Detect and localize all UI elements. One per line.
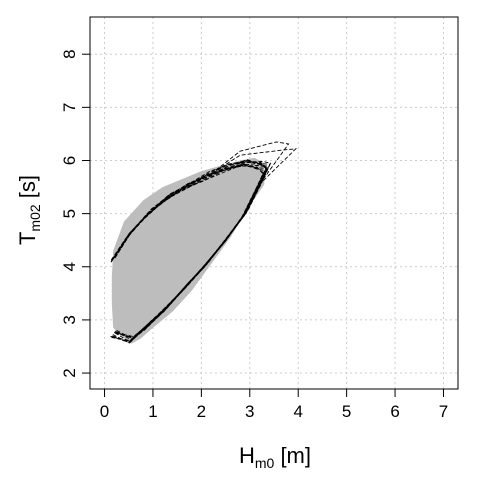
y-tick-label: 5 xyxy=(60,209,79,218)
curve-line-outlier xyxy=(210,141,290,185)
x-tick-label: 5 xyxy=(342,402,351,421)
x-tick-label: 1 xyxy=(148,402,157,421)
y-tick-label: 6 xyxy=(60,156,79,165)
x-tick-label: 2 xyxy=(197,402,206,421)
x-axis: 0 1 2 3 4 5 6 7 xyxy=(100,388,448,421)
curve-line-outlier xyxy=(210,148,298,185)
curve-group xyxy=(110,141,298,344)
x-tick-label: 0 xyxy=(100,402,109,421)
x-tick-label: 3 xyxy=(245,402,254,421)
y-tick-label: 4 xyxy=(60,262,79,271)
x-tick-label: 6 xyxy=(390,402,399,421)
curve-line xyxy=(115,160,272,340)
y-tick-label: 3 xyxy=(60,315,79,324)
x-tick-label: 4 xyxy=(293,402,302,421)
y-tick-label: 2 xyxy=(60,368,79,377)
y-tick-label: 8 xyxy=(60,49,79,58)
y-axis-label: Tm02 [s] xyxy=(15,175,43,245)
y-axis: 2 3 4 5 6 7 8 xyxy=(60,49,91,378)
envelope-band-shape xyxy=(111,157,265,344)
curve-line xyxy=(114,160,270,338)
y-tick-label: 7 xyxy=(60,103,79,112)
x-tick-label: 7 xyxy=(439,402,448,421)
envelope-band xyxy=(111,157,265,344)
x-axis-label: Hm0 [m] xyxy=(239,443,311,471)
curve-line xyxy=(110,164,266,342)
